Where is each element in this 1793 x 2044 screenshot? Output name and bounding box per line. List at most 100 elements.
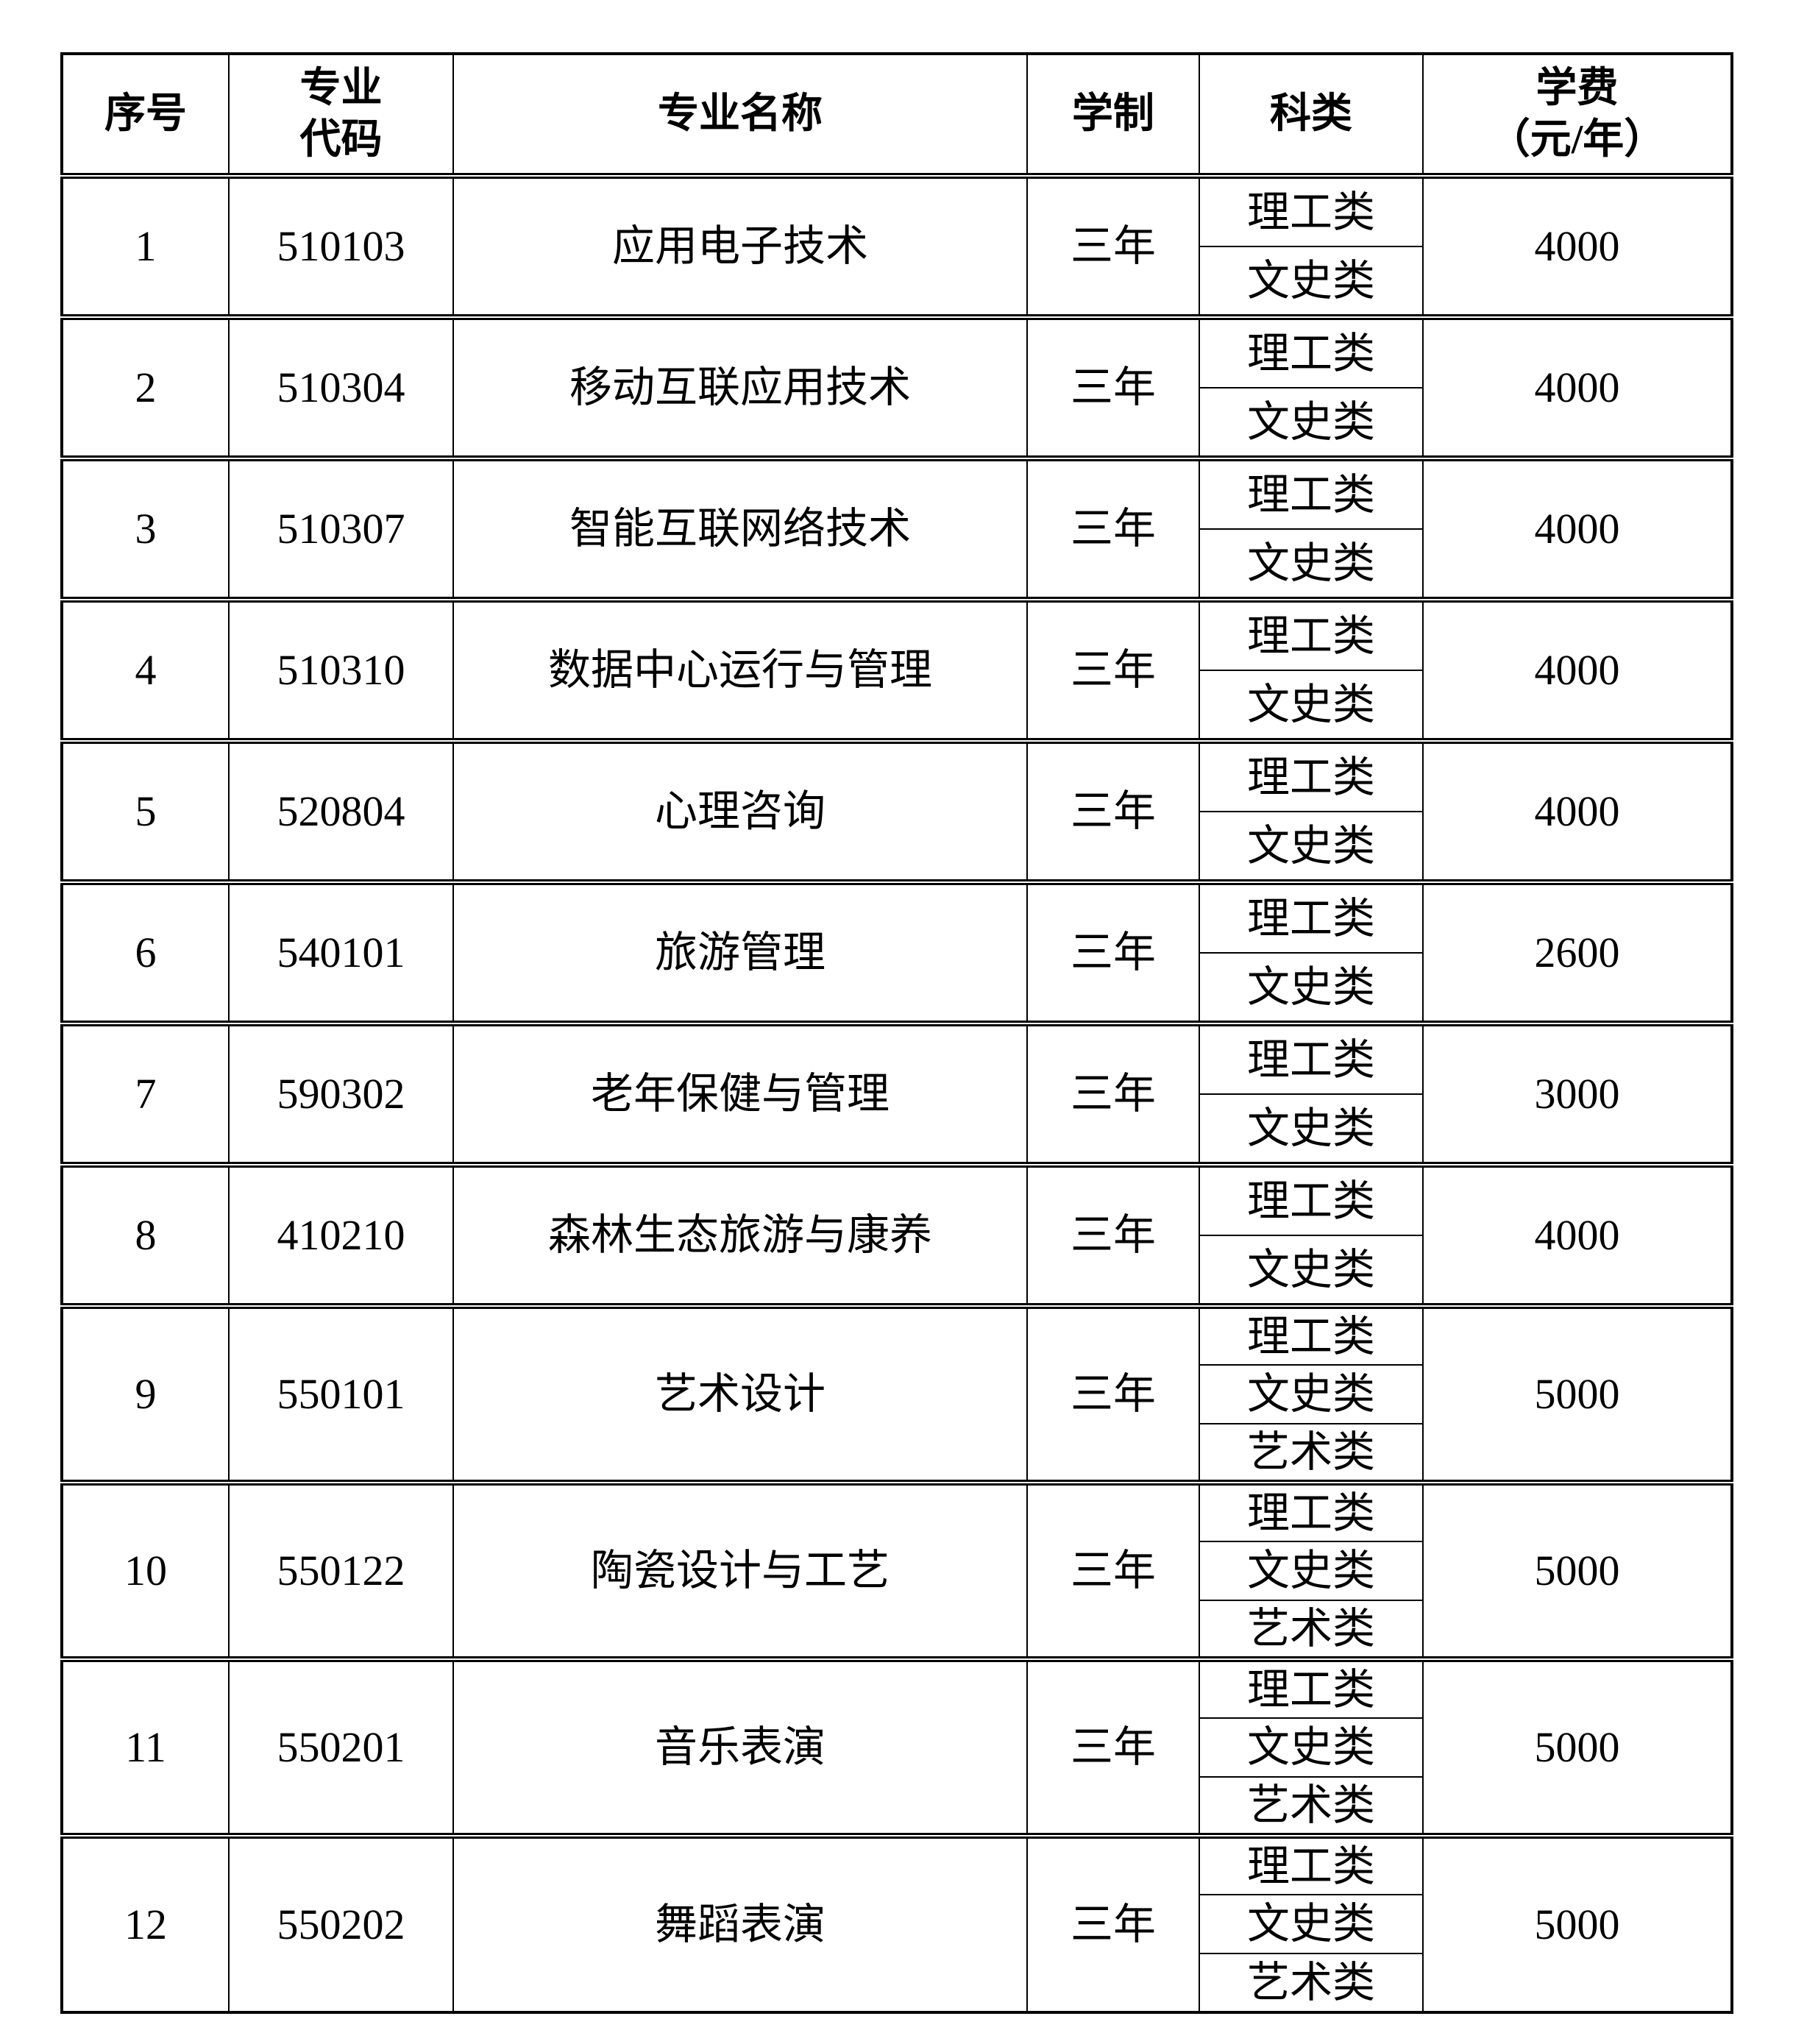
header-index: 序号 [61,53,230,179]
cell-category: 理工类 [1199,1833,1424,1895]
table-row: 文史类 [62,670,1732,742]
cell-code: 590302 [228,1021,454,1165]
cell-category: 文史类 [1199,1541,1424,1601]
cell-code: 520804 [228,738,454,883]
cell-fee: 4000 [1422,314,1733,459]
cell-category: 文史类 [1199,1093,1424,1165]
cell-code: 510304 [228,314,454,459]
cell-name: 老年保健与管理 [452,1021,1028,1165]
table-row: 文史类 [62,1717,1732,1778]
cell-category: 文史类 [1199,1235,1424,1307]
table-row: 文史类 [62,1894,1732,1954]
cell-category: 艺术类 [1199,1600,1424,1660]
cell-category: 理工类 [1199,597,1424,671]
table-row: 11 550201 音乐表演 三年 理工类 5000 [61,1656,1733,1837]
cell-duration: 三年 [1026,597,1200,742]
table-row: 艺术类 [62,1953,1732,2013]
cell-index: 10 [61,1480,230,1660]
cell-fee: 5000 [1422,1656,1733,1837]
cell-name: 舞蹈表演 [452,1833,1028,2013]
cell-index: 12 [61,1833,230,2013]
table-row: 10 550122 陶瓷设计与工艺 三年 理工类 5000 [61,1480,1733,1660]
cell-code: 550122 [228,1480,454,1660]
cell-category: 理工类 [1199,879,1424,954]
header-duration: 学制 [1026,53,1200,179]
cell-index: 3 [61,455,230,600]
cell-duration: 三年 [1026,455,1200,600]
table-row: 3 510307 智能互联网络技术 三年 理工类 4000 [61,455,1733,600]
cell-category: 艺术类 [1199,1423,1424,1483]
cell-code: 550201 [228,1656,454,1837]
cell-duration: 三年 [1026,314,1200,459]
cell-name: 音乐表演 [452,1656,1028,1837]
cell-category: 理工类 [1199,1303,1424,1366]
cell-fee: 4000 [1422,1162,1733,1307]
table-row: 文史类 [62,387,1732,459]
cell-category: 文史类 [1199,1717,1424,1778]
cell-name: 心理咨询 [452,738,1028,883]
table-row: 文史类 [62,246,1732,318]
cell-category: 理工类 [1199,1021,1424,1095]
cell-fee: 4000 [1422,173,1733,318]
cell-index: 1 [61,173,230,318]
cell-duration: 三年 [1026,1303,1200,1483]
cell-duration: 三年 [1026,173,1200,318]
cell-fee: 5000 [1422,1480,1733,1660]
cell-category: 理工类 [1199,738,1424,812]
header-code-line2: 代码 [299,117,383,163]
table-row: 9 550101 艺术设计 三年 理工类 5000 [61,1303,1733,1483]
majors-table-wrap: 序号 专业 代码 专业名称 学制 科类 学费 （元/年） 1 510103 应用电子… [60,52,1733,2014]
cell-category: 理工类 [1199,314,1424,388]
cell-fee: 2600 [1422,879,1733,1024]
header-row: 序号 专业 代码 专业名称 学制 科类 学费 （元/年） [61,53,1733,179]
header-code-line1: 专业 [299,65,383,111]
cell-code: 550101 [228,1303,454,1483]
header-name: 专业名称 [452,53,1028,179]
cell-category: 文史类 [1199,387,1424,459]
cell-code: 550202 [228,1833,454,2013]
cell-name: 应用电子技术 [452,173,1028,318]
table-row: 文史类 [62,528,1732,600]
table-row: 艺术类 [62,1776,1732,1837]
cell-fee: 5000 [1422,1833,1733,2013]
table-row: 8 410210 森林生态旅游与康养 三年 理工类 4000 [61,1162,1733,1307]
cell-duration: 三年 [1026,1162,1200,1307]
cell-code: 410210 [228,1162,454,1307]
table-row: 文史类 [62,1541,1732,1601]
cell-duration: 三年 [1026,1833,1200,2013]
cell-fee: 4000 [1422,597,1733,742]
cell-index: 11 [61,1656,230,1837]
cell-index: 5 [61,738,230,883]
cell-category: 理工类 [1199,455,1424,530]
table-row: 文史类 [62,811,1732,883]
cell-name: 艺术设计 [452,1303,1028,1483]
cell-name: 陶瓷设计与工艺 [452,1480,1028,1660]
cell-duration: 三年 [1026,879,1200,1024]
cell-index: 4 [61,597,230,742]
table-body: 1 510103 应用电子技术 三年 理工类 4000 文史类 2 510304 移动互联应用技术… [61,173,1733,2013]
cell-index: 6 [61,879,230,1024]
cell-duration: 三年 [1026,738,1200,883]
cell-name: 旅游管理 [452,879,1028,1024]
cell-duration: 三年 [1026,1480,1200,1660]
cell-fee: 4000 [1422,455,1733,600]
header-fee-line1: 学费 [1535,65,1619,111]
cell-category: 理工类 [1199,1162,1424,1236]
table-row: 4 510310 数据中心运行与管理 三年 理工类 4000 [61,597,1733,742]
table-row: 1 510103 应用电子技术 三年 理工类 4000 [61,173,1733,318]
table-row: 7 590302 老年保健与管理 三年 理工类 3000 [61,1021,1733,1165]
cell-code: 510307 [228,455,454,600]
cell-fee: 4000 [1422,738,1733,883]
cell-category: 理工类 [1199,173,1424,247]
cell-category: 文史类 [1199,952,1424,1024]
cell-duration: 三年 [1026,1656,1200,1837]
table-row: 2 510304 移动互联应用技术 三年 理工类 4000 [61,314,1733,459]
table-row: 5 520804 心理咨询 三年 理工类 4000 [61,738,1733,883]
cell-name: 智能互联网络技术 [452,455,1028,600]
header-fee-line2: （元/年） [1488,117,1666,163]
table-row: 艺术类 [62,1600,1732,1660]
table-row: 6 540101 旅游管理 三年 理工类 2600 [61,879,1733,1024]
cell-category: 艺术类 [1199,1776,1424,1837]
cell-name: 数据中心运行与管理 [452,597,1028,742]
